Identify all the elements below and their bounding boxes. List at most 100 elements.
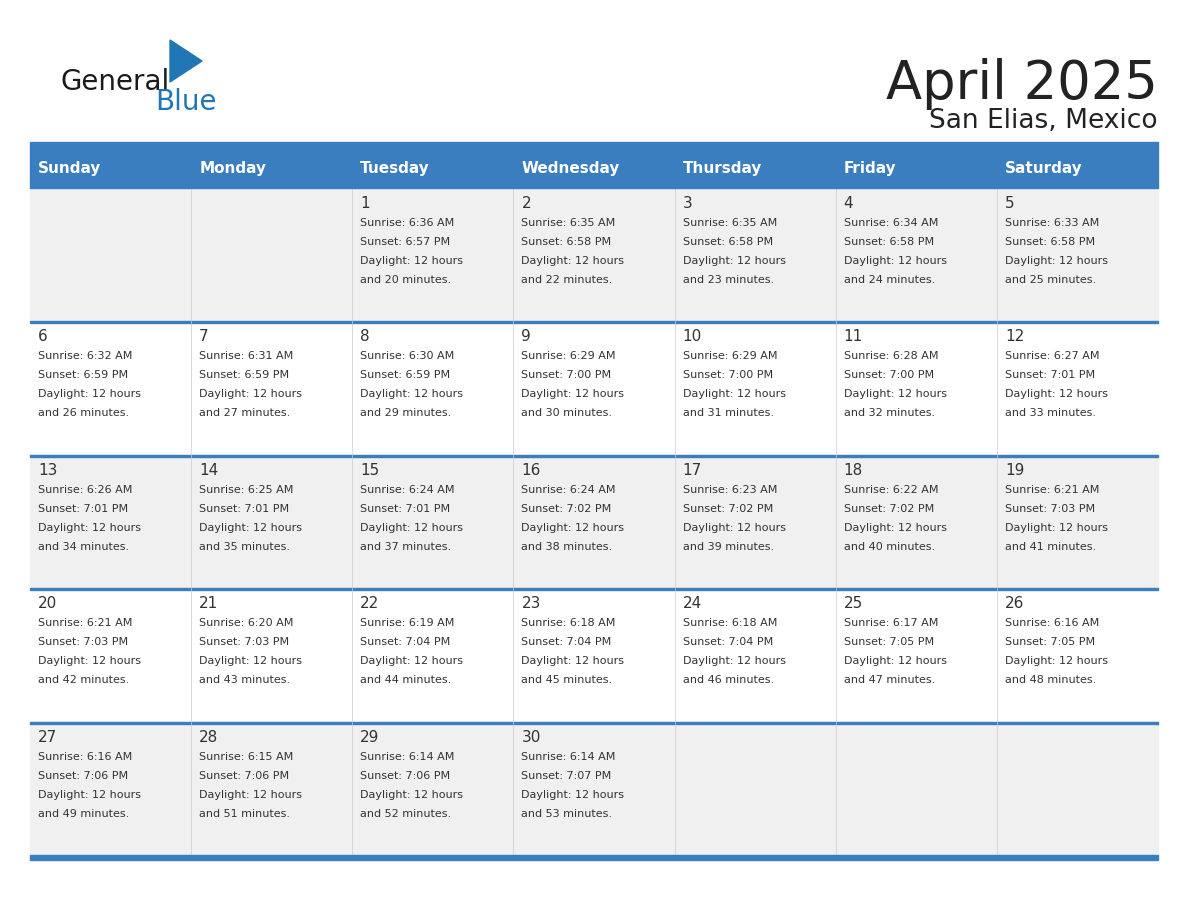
Text: and 44 minutes.: and 44 minutes. [360,676,451,685]
Text: Daylight: 12 hours: Daylight: 12 hours [38,389,141,399]
Text: and 46 minutes.: and 46 minutes. [683,676,773,685]
Text: and 29 minutes.: and 29 minutes. [360,409,451,419]
Text: 24: 24 [683,596,702,611]
Text: Sunset: 6:58 PM: Sunset: 6:58 PM [843,237,934,247]
Bar [30,588,1158,722]
Text: Sunrise: 6:30 AM: Sunrise: 6:30 AM [360,352,455,362]
Text: Wednesday: Wednesday [522,161,620,175]
Text: Sunset: 6:58 PM: Sunset: 6:58 PM [522,237,612,247]
Text: Sunrise: 6:26 AM: Sunrise: 6:26 AM [38,485,132,495]
Text: Monday: Monday [200,161,266,175]
Bar [30,454,1158,457]
Text: and 35 minutes.: and 35 minutes. [200,542,290,552]
Text: Daylight: 12 hours: Daylight: 12 hours [683,656,785,666]
Text: and 48 minutes.: and 48 minutes. [1005,676,1097,685]
Text: Sunrise: 6:34 AM: Sunrise: 6:34 AM [843,218,939,228]
Text: Daylight: 12 hours: Daylight: 12 hours [683,522,785,532]
Bar [30,321,1158,454]
Text: Sunrise: 6:29 AM: Sunrise: 6:29 AM [683,352,777,362]
Text: April 2025: April 2025 [886,58,1158,110]
Text: Sunset: 7:02 PM: Sunset: 7:02 PM [683,504,773,514]
Text: Sunset: 7:05 PM: Sunset: 7:05 PM [843,637,934,647]
Text: and 53 minutes.: and 53 minutes. [522,809,613,819]
Bar [30,588,1158,590]
Text: Daylight: 12 hours: Daylight: 12 hours [38,789,141,800]
Text: Sunset: 7:04 PM: Sunset: 7:04 PM [683,637,773,647]
Text: Sunset: 7:00 PM: Sunset: 7:00 PM [683,370,772,380]
Text: 4: 4 [843,196,853,211]
Text: 30: 30 [522,730,541,744]
Text: and 24 minutes.: and 24 minutes. [843,275,935,285]
Text: 5: 5 [1005,196,1015,211]
Text: and 38 minutes.: and 38 minutes. [522,542,613,552]
Text: Sunset: 6:59 PM: Sunset: 6:59 PM [360,370,450,380]
Text: Sunset: 7:02 PM: Sunset: 7:02 PM [522,504,612,514]
Text: Sunrise: 6:24 AM: Sunrise: 6:24 AM [360,485,455,495]
Text: Daylight: 12 hours: Daylight: 12 hours [683,389,785,399]
Text: Sunset: 6:58 PM: Sunset: 6:58 PM [683,237,772,247]
Text: Sunset: 7:06 PM: Sunset: 7:06 PM [360,770,450,780]
Text: Daylight: 12 hours: Daylight: 12 hours [38,522,141,532]
Text: and 39 minutes.: and 39 minutes. [683,542,773,552]
Text: Sunset: 7:00 PM: Sunset: 7:00 PM [522,370,612,380]
Text: and 51 minutes.: and 51 minutes. [200,809,290,819]
Text: Sunrise: 6:16 AM: Sunrise: 6:16 AM [1005,618,1099,628]
Text: Daylight: 12 hours: Daylight: 12 hours [200,789,302,800]
Text: Sunrise: 6:29 AM: Sunrise: 6:29 AM [522,352,615,362]
Text: Sunrise: 6:24 AM: Sunrise: 6:24 AM [522,485,615,495]
Text: Sunrise: 6:19 AM: Sunrise: 6:19 AM [360,618,455,628]
Text: and 25 minutes.: and 25 minutes. [1005,275,1097,285]
Polygon shape [170,40,202,82]
Text: Sunset: 7:03 PM: Sunset: 7:03 PM [200,637,289,647]
Text: Sunset: 7:01 PM: Sunset: 7:01 PM [38,504,128,514]
Text: 1: 1 [360,196,369,211]
Text: Daylight: 12 hours: Daylight: 12 hours [1005,389,1108,399]
Text: and 43 minutes.: and 43 minutes. [200,676,290,685]
Text: General: General [61,68,169,96]
Text: Sunset: 7:03 PM: Sunset: 7:03 PM [38,637,128,647]
Text: 22: 22 [360,596,379,611]
Text: 17: 17 [683,463,702,477]
Text: Blue: Blue [154,88,216,116]
Text: Sunrise: 6:21 AM: Sunrise: 6:21 AM [1005,485,1099,495]
Text: Sunset: 7:04 PM: Sunset: 7:04 PM [360,637,450,647]
Text: and 52 minutes.: and 52 minutes. [360,809,451,819]
Text: and 37 minutes.: and 37 minutes. [360,542,451,552]
Text: Friday: Friday [843,161,896,175]
Text: Daylight: 12 hours: Daylight: 12 hours [522,656,625,666]
Text: Daylight: 12 hours: Daylight: 12 hours [360,389,463,399]
Text: 19: 19 [1005,463,1024,477]
Text: 12: 12 [1005,330,1024,344]
Text: Sunset: 6:59 PM: Sunset: 6:59 PM [200,370,289,380]
Text: Sunset: 7:02 PM: Sunset: 7:02 PM [843,504,934,514]
Text: Sunrise: 6:18 AM: Sunrise: 6:18 AM [683,618,777,628]
Text: Sunset: 7:01 PM: Sunset: 7:01 PM [1005,370,1095,380]
Text: Daylight: 12 hours: Daylight: 12 hours [360,789,463,800]
Text: 28: 28 [200,730,219,744]
Text: 29: 29 [360,730,380,744]
Text: Sunrise: 6:27 AM: Sunrise: 6:27 AM [1005,352,1099,362]
Text: and 42 minutes.: and 42 minutes. [38,676,129,685]
Text: and 41 minutes.: and 41 minutes. [1005,542,1097,552]
Text: Sunrise: 6:32 AM: Sunrise: 6:32 AM [38,352,132,362]
Text: Sunrise: 6:35 AM: Sunrise: 6:35 AM [683,218,777,228]
Text: Sunrise: 6:14 AM: Sunrise: 6:14 AM [522,752,615,762]
Text: Daylight: 12 hours: Daylight: 12 hours [522,256,625,266]
Text: Daylight: 12 hours: Daylight: 12 hours [683,256,785,266]
Text: 27: 27 [38,730,57,744]
Text: Sunset: 6:57 PM: Sunset: 6:57 PM [360,237,450,247]
Text: and 27 minutes.: and 27 minutes. [200,409,290,419]
Text: Sunset: 7:06 PM: Sunset: 7:06 PM [200,770,289,780]
Text: 16: 16 [522,463,541,477]
Text: Sunrise: 6:25 AM: Sunrise: 6:25 AM [200,485,293,495]
Text: Daylight: 12 hours: Daylight: 12 hours [522,789,625,800]
Text: Daylight: 12 hours: Daylight: 12 hours [1005,656,1108,666]
Text: and 32 minutes.: and 32 minutes. [843,409,935,419]
Text: Sunset: 7:01 PM: Sunset: 7:01 PM [360,504,450,514]
Text: 18: 18 [843,463,862,477]
Bar [30,722,1158,855]
Text: Sunrise: 6:23 AM: Sunrise: 6:23 AM [683,485,777,495]
Text: Daylight: 12 hours: Daylight: 12 hours [200,656,302,666]
Text: Sunrise: 6:22 AM: Sunrise: 6:22 AM [843,485,939,495]
Text: Sunrise: 6:35 AM: Sunrise: 6:35 AM [522,218,615,228]
